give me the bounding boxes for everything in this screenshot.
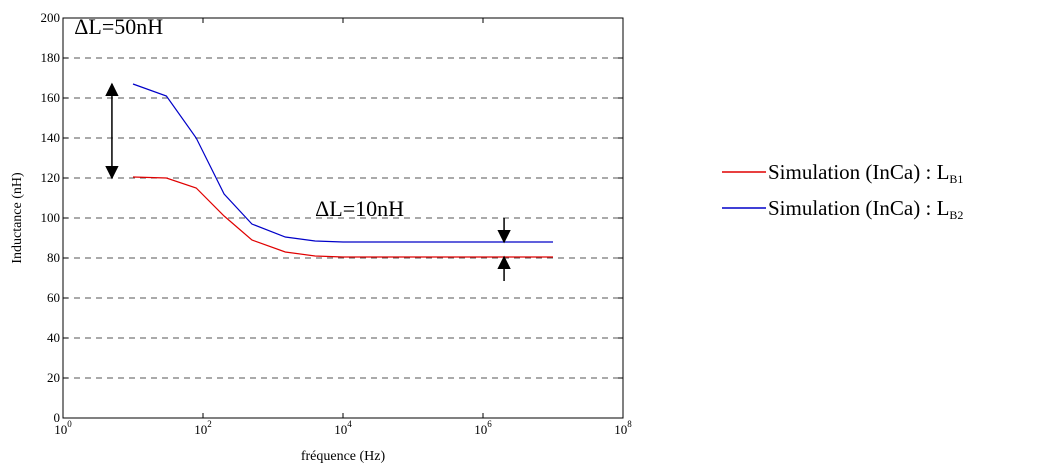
y-axis-label: Inductance (nH) [10,172,25,264]
x-tick-label: 104 [334,419,352,437]
y-tick-label: 40 [47,330,60,345]
y-tick-label: 20 [47,370,60,385]
legend-label-b2: Simulation (InCa) : LB2 [768,196,963,222]
x-axis-ticks: 100 102 104 106 108 [54,18,632,437]
series-lines [132,83,553,258]
x-tick-label: 102 [194,419,212,437]
x-axis-label: fréquence (Hz) [301,449,386,464]
y-tick-label: 180 [41,50,61,65]
y-tick-label: 200 [41,10,61,25]
x-tick-label: 100 [54,419,72,437]
y-tick-label: 100 [41,210,61,225]
annotation-label: ΔL=10nH [315,196,404,221]
y-axis-ticks: 0 20 40 60 80 100 120 140 160 180 200 [41,10,623,425]
x-tick-label: 106 [474,419,492,437]
legend-label-b1: Simulation (InCa) : LB1 [768,160,963,186]
series-line-b1 [132,176,553,258]
series-line-b2 [132,83,553,243]
y-tick-label: 160 [41,90,61,105]
y-tick-label: 120 [41,170,61,185]
y-tick-label: 60 [47,290,60,305]
y-tick-label: 0 [54,410,61,425]
x-tick-label: 108 [614,419,632,437]
y-tick-label: 80 [47,250,60,265]
y-tick-label: 140 [41,130,61,145]
legend: Simulation (InCa) : LB1 Simulation (InCa)… [722,160,963,222]
